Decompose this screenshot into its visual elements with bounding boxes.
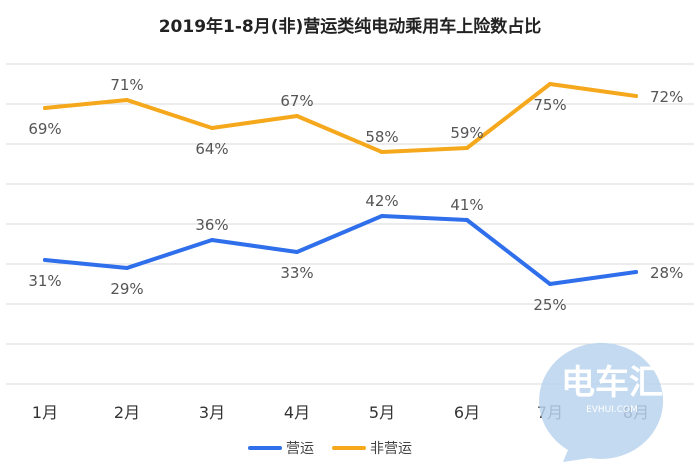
data-label: 75% xyxy=(533,96,566,114)
data-point xyxy=(465,218,469,222)
data-label: 42% xyxy=(365,192,398,210)
x-tick-label: 2月 xyxy=(114,403,140,422)
data-point xyxy=(634,270,638,274)
data-label: 69% xyxy=(28,120,61,138)
data-point xyxy=(548,282,552,286)
x-tick-label: 6月 xyxy=(454,403,480,422)
x-tick-label: 3月 xyxy=(199,403,225,422)
data-label: 72% xyxy=(650,88,683,106)
x-tick-label: 4月 xyxy=(284,403,310,422)
data-label: 25% xyxy=(533,296,566,314)
data-label: 58% xyxy=(365,128,398,146)
watermark-url: EVHUI.COM xyxy=(586,405,638,415)
watermark-text: 电车汇 xyxy=(561,363,663,403)
data-label: 41% xyxy=(450,196,483,214)
x-tick-label: 5月 xyxy=(369,403,395,422)
data-point xyxy=(125,98,129,102)
data-point xyxy=(43,258,47,262)
data-label: 28% xyxy=(650,264,683,282)
legend-label: 营运 xyxy=(286,441,314,457)
chart-container: 2019年1-8月(非)营运类纯电动乘用车上险数占比 1月2月3月4月5月6月7… xyxy=(0,0,700,469)
x-tick-label: 1月 xyxy=(32,403,58,422)
data-point xyxy=(210,238,214,242)
series-line-feiyingyun xyxy=(45,84,636,152)
data-point xyxy=(295,250,299,254)
data-point xyxy=(634,94,638,98)
data-label: 64% xyxy=(195,140,228,158)
data-point xyxy=(465,146,469,150)
data-point xyxy=(295,114,299,118)
data-label: 29% xyxy=(110,280,143,298)
data-label: 31% xyxy=(28,272,61,290)
data-point xyxy=(210,126,214,130)
legend-label: 非营运 xyxy=(370,441,412,457)
data-label: 33% xyxy=(280,264,313,282)
data-label: 36% xyxy=(195,216,228,234)
data-label: 71% xyxy=(110,76,143,94)
data-point xyxy=(125,266,129,270)
line-chart: 1月2月3月4月5月6月7月8月31%29%36%33%42%41%25%28%… xyxy=(0,0,700,469)
data-point xyxy=(380,214,384,218)
data-point xyxy=(380,150,384,154)
data-point xyxy=(548,82,552,86)
data-label: 67% xyxy=(280,92,313,110)
data-point xyxy=(43,106,47,110)
series-line-yingyun xyxy=(45,216,636,284)
data-label: 59% xyxy=(450,124,483,142)
